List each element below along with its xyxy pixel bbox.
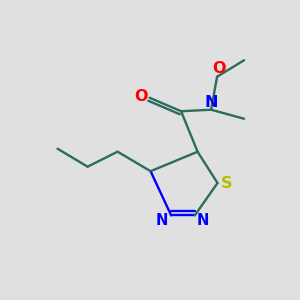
Text: O: O	[134, 89, 147, 104]
Text: O: O	[212, 61, 225, 76]
Text: S: S	[221, 176, 233, 190]
Text: N: N	[197, 213, 209, 228]
Text: N: N	[205, 95, 218, 110]
Text: N: N	[155, 213, 168, 228]
